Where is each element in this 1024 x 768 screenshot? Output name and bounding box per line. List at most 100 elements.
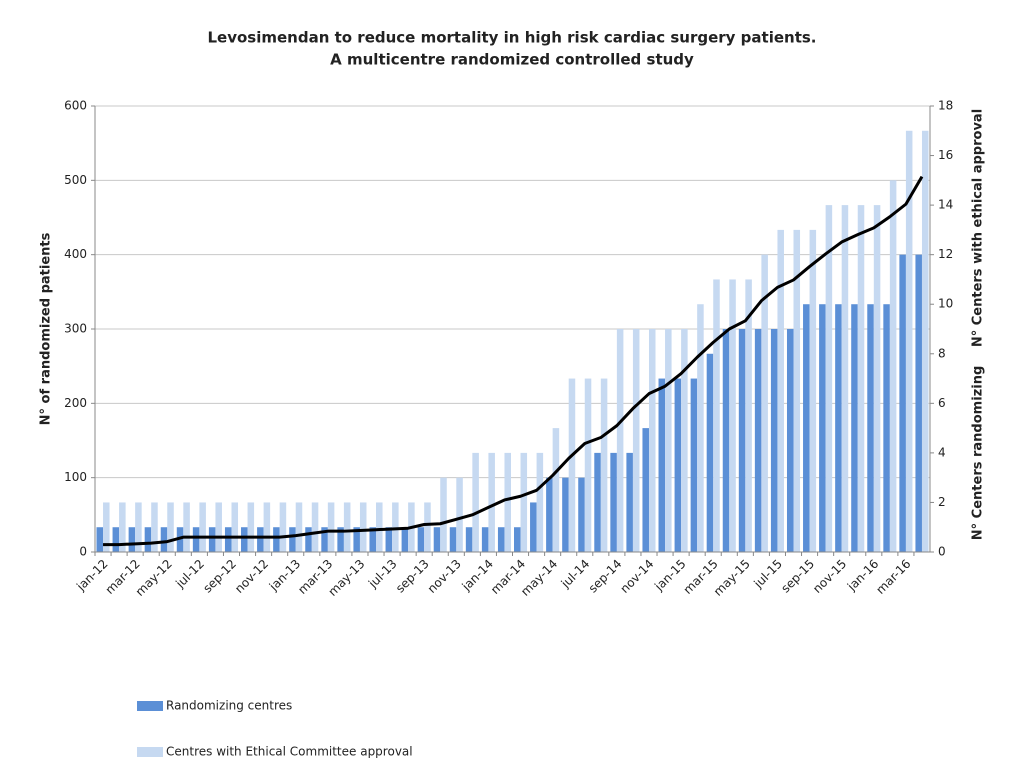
bar — [343, 502, 351, 552]
bar — [192, 527, 200, 552]
bar — [392, 502, 399, 552]
bar — [786, 329, 794, 552]
y-tick-label: 400 — [64, 247, 87, 261]
bar — [729, 279, 736, 552]
bar — [600, 378, 608, 552]
y2-tick-label: 18 — [938, 99, 953, 113]
bar — [472, 452, 479, 552]
bar — [151, 502, 158, 552]
bar — [247, 502, 255, 552]
y-tick-label: 200 — [64, 396, 87, 410]
bar — [594, 452, 601, 552]
bar — [199, 502, 206, 552]
bar — [295, 502, 303, 552]
bar — [273, 527, 280, 552]
bar — [401, 527, 409, 552]
bar — [584, 378, 592, 552]
bar — [449, 527, 457, 552]
bar — [183, 502, 190, 552]
bar — [359, 502, 367, 552]
bar — [176, 527, 184, 552]
bar — [722, 329, 730, 552]
bar — [520, 452, 528, 552]
bar — [578, 477, 585, 552]
x-tick-label: mar-16 — [873, 557, 913, 597]
bar — [536, 452, 544, 552]
bar — [279, 502, 287, 552]
bar — [905, 130, 913, 552]
bar — [835, 304, 842, 552]
bar — [224, 527, 232, 552]
bar — [440, 477, 447, 552]
y-tick-label: 600 — [64, 99, 87, 113]
bar — [135, 502, 142, 552]
bar — [867, 304, 874, 552]
chart-title: Levosimendan to reduce mortality in high… — [207, 29, 816, 47]
bar — [697, 304, 704, 552]
bar — [568, 378, 576, 552]
bar — [915, 254, 922, 552]
bar — [883, 304, 890, 552]
bar — [241, 527, 248, 552]
bar — [257, 527, 264, 552]
bar — [610, 452, 617, 552]
bar — [632, 329, 640, 552]
bar — [305, 527, 312, 552]
bar — [456, 477, 463, 552]
bar — [103, 502, 110, 552]
y2-tick-label: 10 — [938, 297, 953, 311]
y-tick-label: 300 — [64, 322, 87, 336]
bar — [745, 279, 752, 552]
bar — [809, 229, 817, 552]
y2-tick-label: 16 — [938, 148, 953, 162]
bar — [562, 477, 569, 552]
y2-axis-label: N° Centers randomizing — [971, 366, 986, 540]
bar — [665, 329, 672, 552]
x-tick-label: nov-15 — [810, 557, 849, 596]
bar — [819, 304, 826, 552]
bar — [514, 527, 521, 552]
bar — [465, 527, 473, 552]
bar — [706, 353, 714, 552]
bar — [144, 527, 152, 552]
bar — [921, 130, 929, 552]
x-tick-label: nov-12 — [232, 557, 271, 596]
bar — [96, 527, 104, 552]
bar — [873, 205, 881, 552]
y-tick-label: 500 — [64, 173, 87, 187]
y2-tick-label: 6 — [938, 396, 946, 410]
bar — [626, 452, 633, 552]
x-tick-label: sep-13 — [393, 557, 432, 596]
bar — [311, 502, 319, 552]
legend-label: Randomizing centres — [166, 699, 292, 713]
bar — [761, 254, 768, 552]
legend-swatch — [137, 747, 163, 757]
bar — [208, 527, 216, 552]
bar — [658, 378, 666, 552]
bar — [530, 502, 537, 552]
y2-tick-label: 12 — [938, 247, 953, 261]
bar — [424, 502, 431, 552]
y2-tick-label: 4 — [938, 445, 946, 459]
bar — [321, 527, 328, 552]
bar — [899, 254, 906, 552]
bar — [889, 180, 897, 553]
bar — [433, 527, 441, 552]
bar — [369, 527, 377, 552]
bar — [546, 477, 553, 552]
bar — [215, 502, 222, 552]
bar — [128, 527, 136, 552]
bar — [803, 304, 810, 552]
bar — [263, 502, 271, 552]
bar — [825, 205, 833, 552]
bar — [488, 452, 495, 552]
x-tick-label: nov-14 — [617, 557, 656, 596]
bar — [713, 279, 720, 552]
bar — [504, 452, 511, 552]
bar — [616, 329, 624, 552]
bar — [777, 229, 784, 552]
bar — [376, 502, 383, 552]
x-tick-label: sep-15 — [778, 557, 817, 596]
legend-swatch — [137, 701, 163, 711]
